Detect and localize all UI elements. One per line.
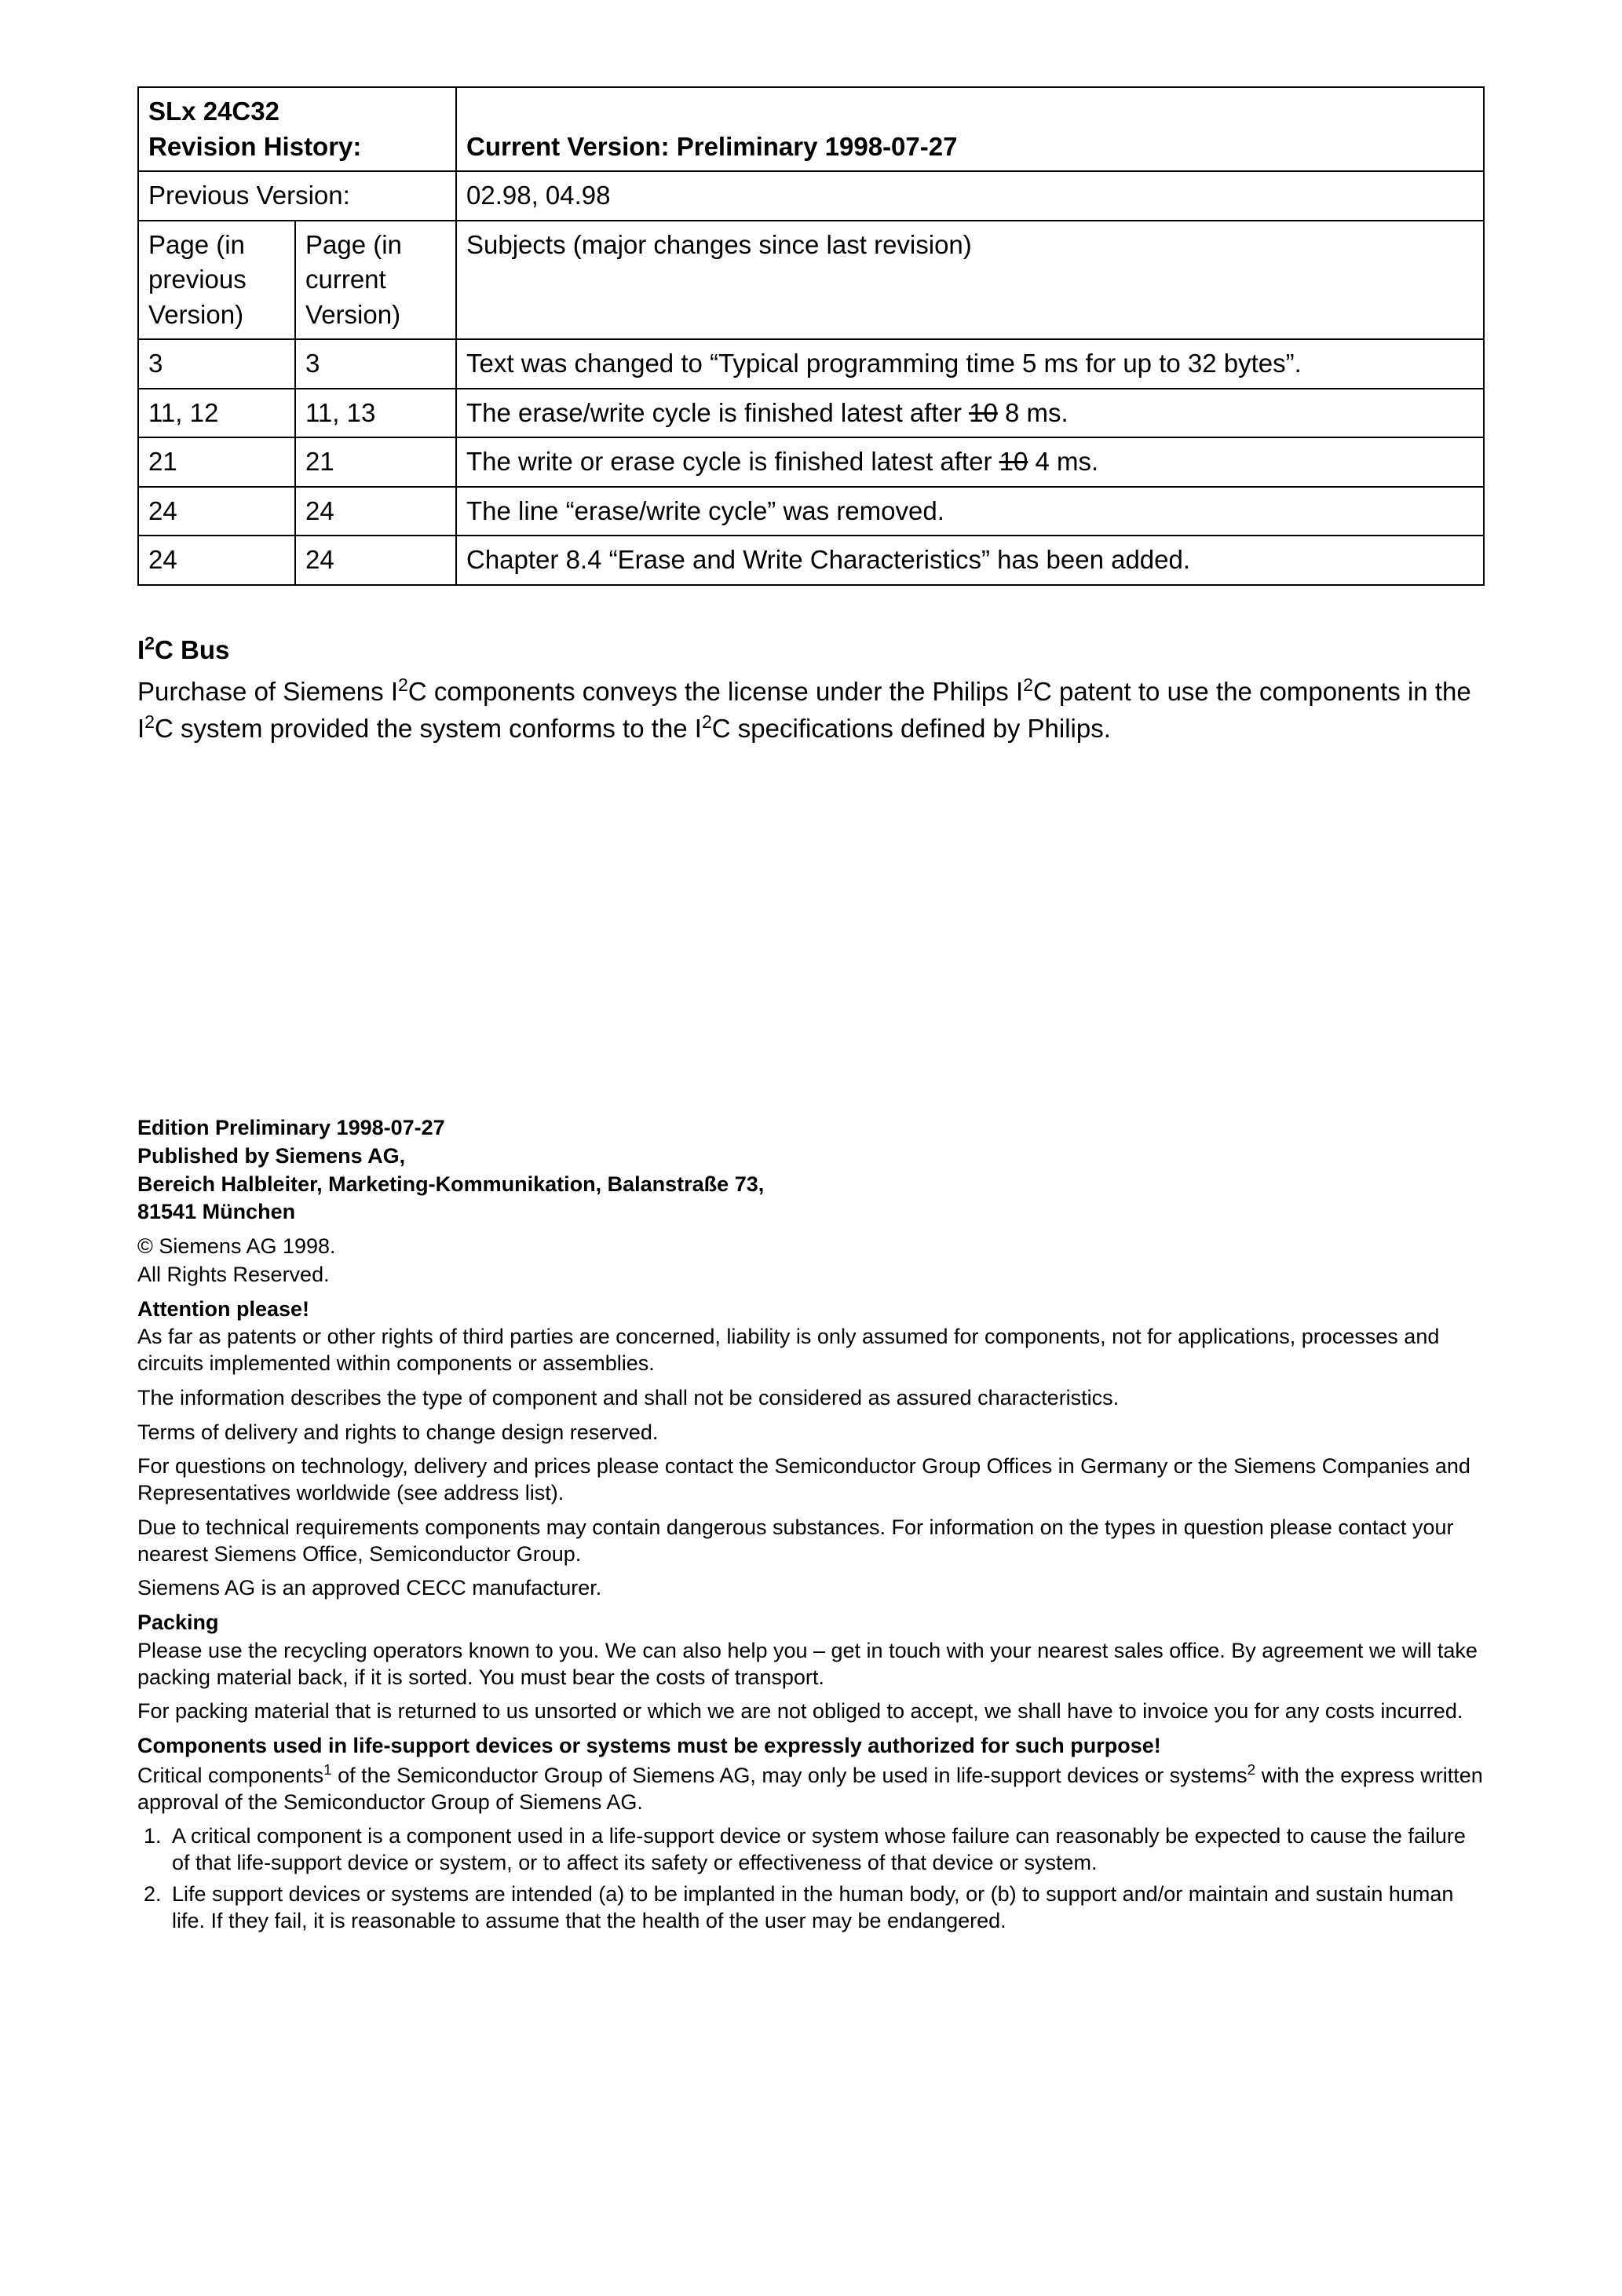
table-header-row: SLx 24C32 Revision History: Current Vers… <box>138 87 1484 171</box>
previous-version-label: Previous Version: <box>138 171 456 221</box>
attention-heading: Attention please! <box>137 1296 1485 1323</box>
life-support-paragraph: Critical components1 of the Semiconducto… <box>137 1761 1485 1816</box>
legal-paragraph: Terms of delivery and rights to change d… <box>137 1420 1485 1446</box>
packing-heading: Packing <box>137 1610 1485 1636</box>
product-cell: SLx 24C32 Revision History: <box>138 87 456 171</box>
cell-prev: 24 <box>138 487 295 536</box>
t: 2 <box>702 711 712 732</box>
t: Critical components <box>137 1764 323 1787</box>
table-row: 24 24 The line “erase/write cycle” was r… <box>138 487 1484 536</box>
footnote-item: A critical component is a component used… <box>167 1823 1485 1877</box>
t: C components conveys the license under t… <box>408 677 1023 706</box>
cell-curr: 21 <box>295 437 456 487</box>
cell-subj: Text was changed to “Typical programming… <box>456 339 1484 389</box>
footnote-list: A critical component is a component used… <box>137 1823 1485 1934</box>
struck-text: 10 <box>999 447 1028 476</box>
h-a: I <box>137 635 144 664</box>
previous-version-row: Previous Version: 02.98, 04.98 <box>138 171 1484 221</box>
cell-curr: 3 <box>295 339 456 389</box>
legal-paragraph: The information describes the type of co… <box>137 1385 1485 1412</box>
cell-prev: 21 <box>138 437 295 487</box>
edition-line: Edition Preliminary 1998-07-27 <box>137 1115 1485 1142</box>
table-row: 11, 12 11, 13 The erase/write cycle is f… <box>138 389 1484 438</box>
revision-history-table: SLx 24C32 Revision History: Current Vers… <box>137 86 1485 586</box>
t: 2 <box>144 711 155 732</box>
cell-prev: 24 <box>138 536 295 585</box>
cell-subj: The erase/write cycle is finished latest… <box>456 389 1484 438</box>
col-prev: Page (in previous Version) <box>138 221 295 340</box>
cell-prev: 11, 12 <box>138 389 295 438</box>
cell-curr: 24 <box>295 487 456 536</box>
rev-history-label: Revision History: <box>148 132 361 161</box>
legal-paragraph: For questions on technology, delivery an… <box>137 1453 1485 1507</box>
subj-text: The erase/write cycle is finished latest… <box>466 398 969 427</box>
legal-paragraph: Please use the recycling operators known… <box>137 1638 1485 1691</box>
cell-subj: The line “erase/write cycle” was removed… <box>456 487 1484 536</box>
cell-curr: 11, 13 <box>295 389 456 438</box>
legal-paragraph: Due to technical requirements components… <box>137 1515 1485 1568</box>
cell-subj: The write or erase cycle is finished lat… <box>456 437 1484 487</box>
copyright-line: © Siemens AG 1998. <box>137 1234 1485 1260</box>
cell-curr: 24 <box>295 536 456 585</box>
document-page: SLx 24C32 Revision History: Current Vers… <box>0 0 1622 2296</box>
table-row: 3 3 Text was changed to “Typical program… <box>138 339 1484 389</box>
col-subj: Subjects (major changes since last revis… <box>456 221 1484 340</box>
cell-prev: 3 <box>138 339 295 389</box>
legal-paragraph: Siemens AG is an approved CECC manufactu… <box>137 1575 1485 1602</box>
current-version-cell: Current Version: Preliminary 1998-07-27 <box>456 87 1484 171</box>
t: C system provided the system conforms to… <box>155 714 702 743</box>
col-curr: Page (in current Version) <box>295 221 456 340</box>
current-version-label: Current Version: Preliminary 1998-07-27 <box>466 132 957 161</box>
i2c-heading: I2C Bus <box>137 633 1485 665</box>
subj-text: The write or erase cycle is finished lat… <box>466 447 999 476</box>
cell-subj: Chapter 8.4 “Erase and Write Characteris… <box>456 536 1484 585</box>
table-row: 21 21 The write or erase cycle is finish… <box>138 437 1484 487</box>
legal-paragraph: As far as patents or other rights of thi… <box>137 1324 1485 1377</box>
footnote-ref: 2 <box>1248 1762 1256 1779</box>
t: 2 <box>1023 675 1033 695</box>
h-b: C Bus <box>155 635 229 664</box>
product-name: SLx 24C32 <box>148 97 279 126</box>
struck-text: 10 <box>969 398 998 427</box>
subj-text: 8 ms. <box>998 398 1069 427</box>
h-sup: 2 <box>144 633 155 653</box>
t: Purchase of Siemens I <box>137 677 398 706</box>
t: 2 <box>398 675 408 695</box>
columns-row: Page (in previous Version) Page (in curr… <box>138 221 1484 340</box>
legal-block: Edition Preliminary 1998-07-27 Published… <box>137 1115 1485 1939</box>
footnote-ref: 1 <box>323 1762 332 1779</box>
publisher-line: Bereich Halbleiter, Marketing-Kommunikat… <box>137 1172 1485 1198</box>
previous-version-value: 02.98, 04.98 <box>456 171 1484 221</box>
life-support-heading: Components used in life-support devices … <box>137 1733 1485 1760</box>
publisher-line: Published by Siemens AG, <box>137 1143 1485 1170</box>
subj-text: 4 ms. <box>1028 447 1098 476</box>
t: C specifications defined by Philips. <box>712 714 1111 743</box>
footnote-item: Life support devices or systems are inte… <box>167 1881 1485 1935</box>
publisher-line: 81541 München <box>137 1199 1485 1226</box>
i2c-paragraph: Purchase of Siemens I2C components conve… <box>137 673 1485 746</box>
rights-line: All Rights Reserved. <box>137 1262 1485 1289</box>
table-row: 24 24 Chapter 8.4 “Erase and Write Chara… <box>138 536 1484 585</box>
legal-paragraph: For packing material that is returned to… <box>137 1698 1485 1725</box>
t: of the Semiconductor Group of Siemens AG… <box>332 1764 1248 1787</box>
